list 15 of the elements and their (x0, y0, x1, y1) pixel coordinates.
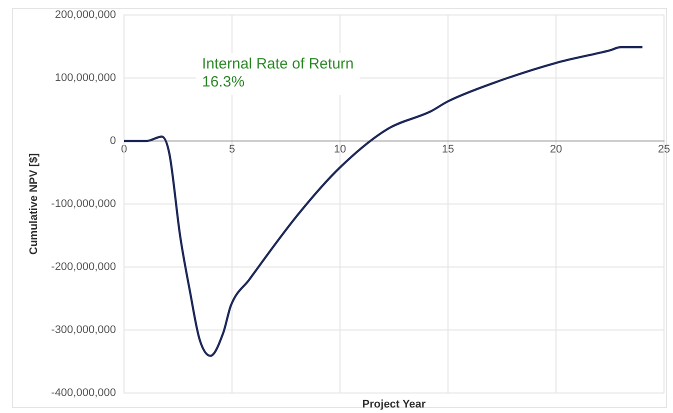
y-axis-title: Cumulative NPV [$] (28, 152, 40, 255)
x-tick-label: 15 (442, 144, 454, 156)
annotation: Internal Rate of Return 16.3% (202, 56, 354, 91)
y-tick-label: -200,000,000 (51, 261, 116, 274)
y-tick-label: 200,000,000 (54, 9, 116, 22)
y-tick-label: 0 (110, 135, 116, 148)
x-tick-label: 20 (550, 144, 562, 156)
x-tick-label: 5 (228, 144, 236, 156)
y-tick-label: 100,000,000 (54, 72, 116, 84)
x-tick-label: 25 (658, 144, 670, 156)
y-tick-label: -400,000,000 (51, 387, 116, 400)
x-axis-title: Project Year (362, 398, 426, 411)
x-tick-label: 10 (334, 144, 346, 156)
y-tick-label: -300,000,000 (51, 324, 116, 336)
y-tick-label: -100,000,000 (51, 198, 116, 210)
